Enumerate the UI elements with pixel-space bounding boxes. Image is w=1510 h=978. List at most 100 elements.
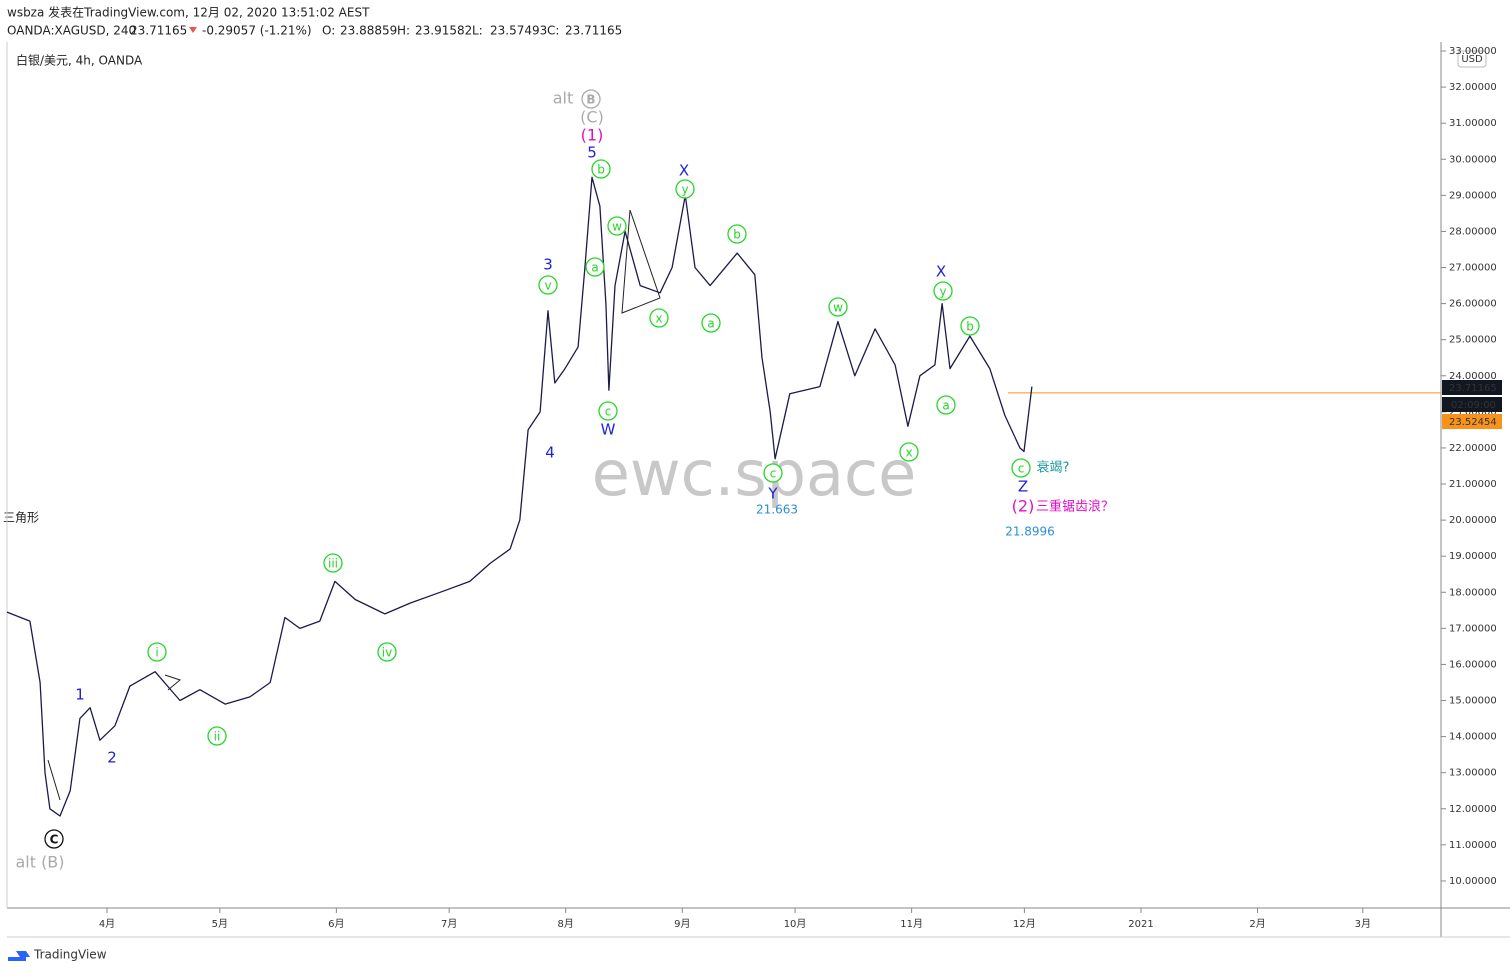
ohlc-label: C: xyxy=(547,24,559,38)
wave-circle xyxy=(899,442,919,462)
wave-circle xyxy=(1011,458,1031,478)
wave-label: x xyxy=(655,312,662,326)
price-line-series xyxy=(6,176,1033,817)
y-tick-label: 17.00000 xyxy=(1449,623,1497,634)
y-tick-label: 22.00000 xyxy=(1449,443,1497,454)
last: 23.71165 xyxy=(130,24,187,38)
x-tick-label: 8月 xyxy=(558,918,574,930)
wave-label: 三重锯齿浪？ xyxy=(1036,499,1114,515)
y-tick-label: 13.00000 xyxy=(1449,768,1497,779)
y-tick-label: 33.00000 xyxy=(1449,46,1497,57)
y-tick-label: 24.00000 xyxy=(1449,371,1497,382)
price-line-box xyxy=(1442,414,1502,429)
y-tick-label: 23.00000 xyxy=(1449,407,1497,418)
y-tick-label: 20.00000 xyxy=(1449,515,1497,526)
down-arrow xyxy=(189,27,197,33)
x-tick-label: 11月 xyxy=(900,918,923,930)
wave-label: 衰竭? xyxy=(1037,460,1070,476)
wave-label: b xyxy=(733,228,741,242)
wave-label: w xyxy=(833,301,843,315)
y-tick-label: 21.00000 xyxy=(1449,479,1497,490)
wave-label: iv xyxy=(382,646,392,660)
ohlc-value: 23.91582 xyxy=(415,24,472,38)
wave-circle xyxy=(585,257,605,277)
wave-label: (C) xyxy=(580,108,604,127)
wave-label: x xyxy=(905,446,912,460)
wave-label: B xyxy=(586,93,595,107)
wave-label: 3 xyxy=(543,256,553,274)
y-tick-label: 31.00000 xyxy=(1449,118,1497,129)
y-tick-label: 12.00000 xyxy=(1449,804,1497,815)
wave-circle xyxy=(960,316,980,336)
wave-label: (2) xyxy=(1012,497,1035,516)
last-price-label: 23.71165 xyxy=(1449,383,1497,394)
wave-label: W xyxy=(601,421,616,439)
last-price-box xyxy=(1442,380,1502,395)
wave-label: a xyxy=(942,399,949,413)
y-tick-label: 15.00000 xyxy=(1449,696,1497,707)
x-tick-label: 10月 xyxy=(784,918,807,930)
wave-label: Y xyxy=(767,485,778,503)
wave-label: c xyxy=(770,467,777,481)
ohlc-label: O: xyxy=(322,24,335,38)
x-tick-label: 2月 xyxy=(1249,918,1265,930)
x-tick-label: 4月 xyxy=(99,918,115,930)
ohlc-label: L: xyxy=(472,24,483,38)
y-tick-label: 14.00000 xyxy=(1449,732,1497,743)
change: -0.29057 (-1.21%) xyxy=(202,24,312,38)
logo xyxy=(8,951,30,961)
ohlc-label: H: xyxy=(397,24,410,38)
wave-label: 21.663 xyxy=(756,503,798,517)
wave-label: 5 xyxy=(587,144,597,162)
countdown-box xyxy=(1442,397,1502,412)
wave-label: 4 xyxy=(545,444,555,462)
wave-label: c xyxy=(1018,462,1025,476)
y-tick-label: 16.00000 xyxy=(1449,659,1497,670)
wave-label: X xyxy=(936,263,946,281)
wave-circle xyxy=(727,224,747,244)
wave-label: iii xyxy=(328,557,338,571)
wave-circle xyxy=(147,642,167,662)
drawing-label: 三角形 xyxy=(3,511,39,525)
countdown: 02:09:00 xyxy=(1451,400,1496,411)
wave-label: Z xyxy=(1018,478,1028,496)
wave-circle xyxy=(936,395,956,415)
y-tick-label: 26.00000 xyxy=(1449,299,1497,310)
wave-circle xyxy=(323,553,343,573)
wave-circle xyxy=(377,642,397,662)
wave-circle xyxy=(828,297,848,317)
y-tick-label: 30.00000 xyxy=(1449,154,1497,165)
currency: USD xyxy=(1461,54,1483,65)
wave-label: y xyxy=(939,285,946,299)
wave-circle xyxy=(538,275,558,295)
ohlc-value: 23.71165 xyxy=(565,24,622,38)
wave-label: 2 xyxy=(107,749,117,767)
y-tick-label: 10.00000 xyxy=(1449,876,1497,887)
wave-circle xyxy=(701,313,721,333)
wave-label: i xyxy=(155,646,158,660)
wave-circle xyxy=(649,308,669,328)
wave-label: (1) xyxy=(581,126,604,145)
y-tick-label: 19.00000 xyxy=(1449,551,1497,562)
x-tick-label: 12月 xyxy=(1013,918,1036,930)
x-tick-label: 3月 xyxy=(1355,918,1371,930)
footer-brand: TradingView xyxy=(33,948,107,962)
wave-label: a xyxy=(591,261,598,275)
y-tick-label: 27.00000 xyxy=(1449,263,1497,274)
x-tick-label: 5月 xyxy=(212,918,228,930)
wave-label: a xyxy=(707,317,714,331)
y-tick-label: 11.00000 xyxy=(1449,840,1497,851)
author-line: wsbza 发表在TradingView.com, 12月 02, 2020 1… xyxy=(7,5,370,20)
y-tick-label: 32.00000 xyxy=(1449,82,1497,93)
wave-label: b xyxy=(597,163,605,177)
wave-circle xyxy=(607,216,627,236)
ohlc-value: 23.88859 xyxy=(340,24,397,38)
wave-label: C xyxy=(50,833,59,847)
wave-label: 21.8996 xyxy=(1005,525,1055,539)
wave-circle xyxy=(675,179,695,199)
wave-label: y xyxy=(681,183,688,197)
wave-circle xyxy=(581,89,601,109)
y-tick-label: 25.00000 xyxy=(1449,335,1497,346)
